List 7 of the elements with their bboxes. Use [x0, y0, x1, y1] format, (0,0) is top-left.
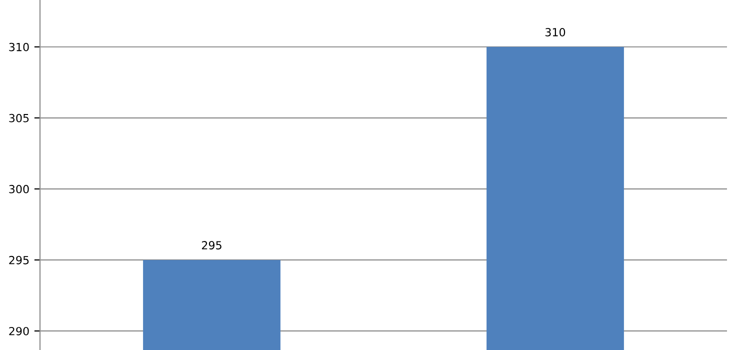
- y-tick-label: 295: [9, 256, 29, 264]
- data-label: 310: [545, 28, 566, 36]
- y-tick-label: 300: [9, 184, 29, 194]
- y-tick-label: 290: [9, 326, 29, 336]
- y-tick-label: 310: [9, 42, 29, 52]
- y-tick-label: 305: [9, 114, 29, 122]
- data-label: 295: [202, 241, 222, 250]
